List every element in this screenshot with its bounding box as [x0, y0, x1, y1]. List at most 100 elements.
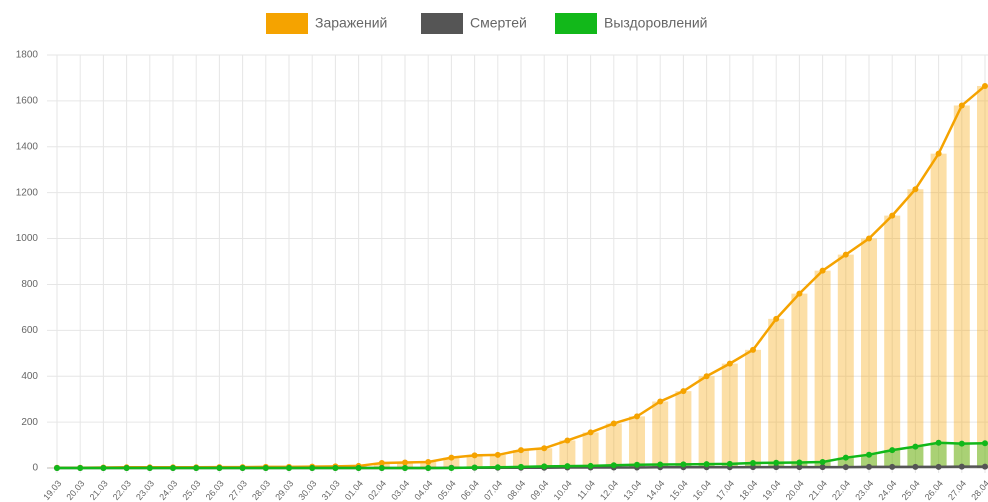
x-tick-label: 31.03	[320, 478, 342, 502]
point	[494, 464, 501, 471]
bar	[861, 454, 877, 468]
x-tick-label: 20.04	[784, 478, 806, 502]
point	[912, 186, 919, 193]
bar	[953, 105, 970, 468]
point	[193, 465, 200, 471]
point	[750, 464, 756, 471]
x-tick-label: 14.04	[644, 478, 666, 502]
y-tick-label: 200	[21, 417, 38, 428]
x-tick-label: 23.03	[134, 478, 156, 502]
point	[889, 463, 896, 470]
point	[355, 465, 362, 471]
point	[657, 461, 664, 468]
legend-label: Смертей	[470, 15, 527, 31]
point	[587, 429, 594, 436]
x-tick-label: 19.04	[760, 478, 782, 502]
point	[842, 251, 849, 258]
x-tick-label: 21.04	[807, 478, 829, 502]
point	[982, 463, 988, 470]
point	[889, 212, 896, 219]
x-tick-label: 27.04	[946, 478, 968, 502]
point	[842, 464, 849, 471]
point	[471, 452, 478, 459]
y-tick-label: 1800	[16, 50, 39, 61]
x-tick-label: 24.04	[876, 478, 898, 502]
x-tick-label: 13.04	[621, 478, 643, 502]
point	[425, 465, 432, 471]
legend-swatch	[266, 13, 308, 34]
x-tick-label: 25.03	[180, 478, 202, 502]
point	[773, 315, 780, 322]
x-tick-label: 18.04	[737, 478, 759, 502]
x-tick-label: 11.04	[575, 478, 597, 501]
x-tick-label: 26.04	[923, 478, 945, 502]
point	[912, 443, 919, 450]
point	[680, 461, 687, 468]
x-tick-label: 21.03	[88, 478, 110, 502]
point	[402, 459, 408, 466]
x-tick-label: 20.03	[64, 478, 86, 502]
point	[982, 440, 988, 447]
point	[309, 465, 316, 471]
bar	[721, 363, 738, 468]
x-tick-label: 06.04	[459, 478, 481, 502]
point	[123, 465, 130, 471]
bar	[513, 450, 529, 468]
point	[634, 461, 640, 468]
bar	[698, 376, 715, 468]
bar	[559, 440, 576, 468]
point	[378, 459, 385, 466]
point	[796, 459, 803, 466]
point	[819, 464, 826, 471]
point	[657, 398, 664, 405]
bar	[582, 432, 599, 468]
point	[564, 463, 571, 470]
x-tick-label: 10.04	[552, 478, 574, 502]
y-tick-label: 1000	[16, 233, 39, 244]
point	[726, 360, 733, 367]
point	[773, 459, 780, 466]
point	[958, 463, 965, 470]
legend-swatch	[555, 13, 597, 34]
point	[750, 459, 756, 466]
point	[54, 465, 60, 471]
point	[332, 465, 339, 471]
point	[425, 459, 432, 466]
y-tick-label: 1400	[16, 141, 39, 152]
point	[634, 413, 640, 420]
point	[518, 463, 524, 470]
x-tick-label: 27.03	[227, 478, 249, 502]
point	[703, 461, 710, 468]
point	[610, 462, 617, 469]
point	[541, 463, 548, 470]
point	[471, 464, 478, 471]
point	[773, 464, 780, 471]
point	[170, 465, 176, 471]
bar	[629, 416, 645, 468]
x-tick-label: 25.04	[900, 478, 922, 502]
bar	[837, 457, 854, 468]
point	[680, 388, 687, 395]
y-tick-label: 600	[21, 325, 38, 336]
point	[541, 445, 548, 452]
point	[146, 465, 153, 471]
legend-label: Выздоровлений	[604, 15, 707, 31]
point	[77, 465, 84, 471]
point	[587, 462, 594, 469]
point	[239, 465, 246, 471]
bar	[443, 457, 460, 468]
bar	[652, 401, 669, 468]
bar	[884, 450, 901, 468]
point	[564, 437, 571, 444]
point	[750, 346, 756, 353]
x-tick-label: 03.04	[389, 478, 411, 502]
point	[100, 465, 107, 471]
point	[518, 447, 524, 454]
bar	[953, 443, 970, 468]
x-tick-label: 24.03	[157, 478, 179, 502]
x-tick-label: 12.04	[598, 478, 620, 502]
x-tick-label: 05.04	[436, 478, 458, 502]
bar	[930, 153, 947, 468]
point	[494, 451, 501, 458]
